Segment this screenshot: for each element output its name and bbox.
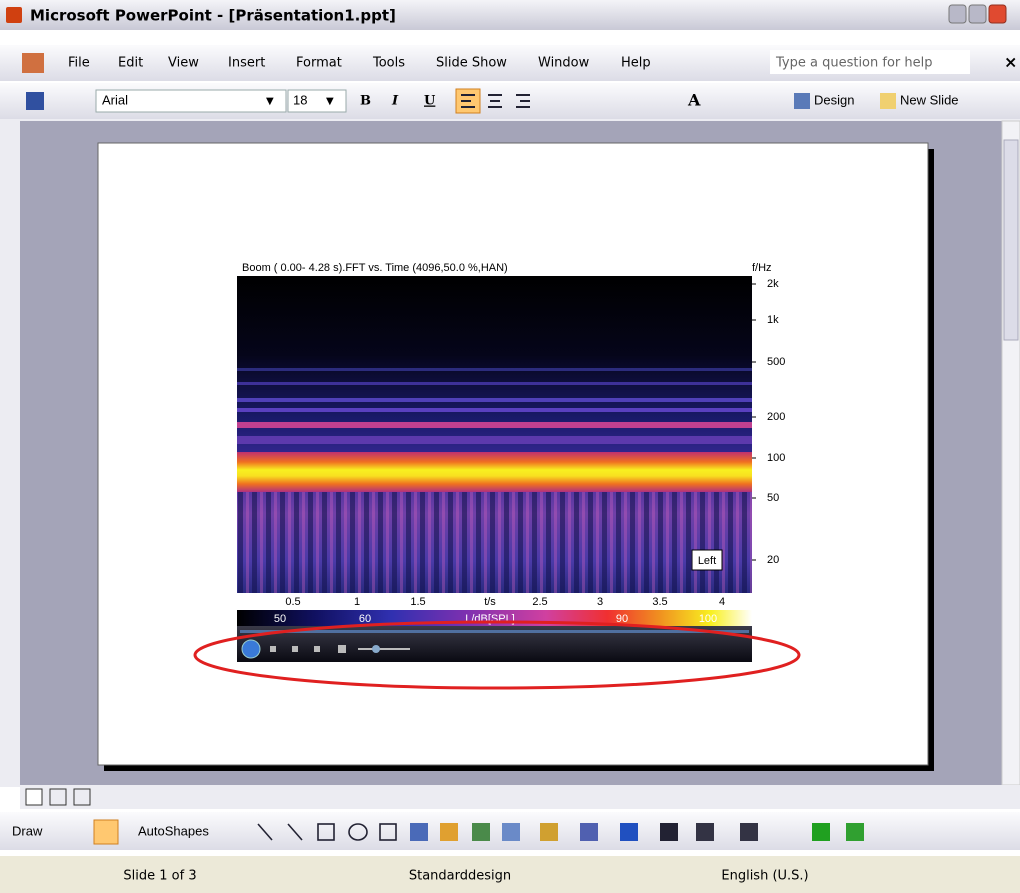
time-tick-label: 0.5 (285, 596, 300, 608)
volume-slider[interactable] (358, 648, 410, 650)
italic-button[interactable]: I (391, 94, 399, 109)
page: Microsoft PowerPoint - [Präsentation1.pp… (0, 0, 1020, 893)
design-icon (794, 93, 810, 109)
frequency-tick-label: 2k (767, 278, 779, 290)
channel-label: Left (698, 555, 716, 567)
dropdown-arrow: ▼ (326, 96, 334, 107)
help-box-text: Type a question for help (775, 56, 933, 71)
menu-item[interactable]: Format (296, 56, 342, 71)
document-icon (22, 53, 44, 73)
select-tool[interactable] (94, 820, 118, 844)
frequency-tick-label: 200 (767, 411, 785, 423)
menu-item[interactable]: Tools (372, 56, 405, 71)
autoshapes-menu[interactable]: AutoShapes (138, 823, 209, 838)
frequency-tick-label: 50 (767, 492, 779, 504)
menu-item[interactable]: Help (621, 56, 651, 71)
menu-item[interactable]: Window (538, 56, 590, 71)
minimize-button[interactable] (949, 5, 966, 23)
underline-button[interactable]: U (424, 94, 436, 109)
scroll-thumb[interactable] (1004, 140, 1018, 340)
design-name: Standarddesign (409, 869, 511, 884)
font-name: Arial (102, 92, 128, 107)
spectrogram-title: Boom ( 0.00- 4.28 s).FFT vs. Time (4096,… (242, 262, 508, 274)
app-icon (6, 7, 22, 23)
previous-button[interactable] (292, 646, 298, 652)
frequency-tick-label: 500 (767, 356, 785, 368)
new-slide-button[interactable]: New Slide (900, 92, 959, 107)
colorbar-label: 100 (699, 613, 717, 625)
colorbar-label: 50 (274, 613, 286, 625)
time-tick-label: 3.5 (652, 596, 667, 608)
time-tick-label: 4 (719, 596, 725, 608)
time-tick-label: 2.5 (532, 596, 547, 608)
menu-item[interactable]: View (168, 56, 199, 71)
menu-item[interactable]: File (68, 56, 90, 71)
dropdown-arrow: ▼ (266, 96, 274, 107)
time-tick-label: 1 (354, 596, 360, 608)
time-tick-label: t/s (484, 596, 496, 608)
frequency-tick-label: 1k (767, 314, 779, 326)
menu-item[interactable]: Edit (118, 56, 143, 71)
volume-thumb[interactable] (372, 645, 380, 653)
stop-button[interactable] (270, 646, 276, 652)
new-slide-icon (880, 93, 896, 109)
colorbar-label: 60 (359, 613, 371, 625)
bold-button[interactable]: B (360, 94, 371, 109)
font-size: 18 (293, 92, 307, 107)
play-button[interactable] (242, 640, 260, 658)
menu-item[interactable]: Slide Show (436, 56, 507, 71)
design-button[interactable]: Design (814, 92, 854, 107)
frequency-tick-label: 100 (767, 452, 785, 464)
window-title: Microsoft PowerPoint - [Präsentation1.pp… (30, 7, 396, 25)
close-document[interactable]: × (1004, 53, 1017, 72)
language: English (U.S.) (721, 869, 808, 884)
draw-menu[interactable]: Draw (12, 823, 43, 838)
frequency-tick-label: 20 (767, 554, 779, 566)
normal-view-button[interactable] (26, 789, 42, 805)
time-tick-label: 3 (597, 596, 603, 608)
spectrogram-noise (237, 480, 752, 593)
maximize-button[interactable] (969, 5, 986, 23)
save-button[interactable] (26, 92, 44, 110)
seek-bar[interactable] (240, 630, 749, 633)
grow-font-button[interactable]: A (687, 91, 701, 110)
mute-button[interactable] (338, 645, 346, 653)
close-button[interactable] (989, 5, 1006, 23)
powerpoint-window: Microsoft PowerPoint - [Präsentation1.pp… (0, 0, 1020, 893)
time-tick-label: 1.5 (410, 596, 425, 608)
slide-counter: Slide 1 of 3 (123, 869, 196, 884)
frequency-axis-label: f/Hz (752, 262, 772, 274)
colorbar-label: 90 (616, 613, 628, 625)
menu-item[interactable]: Insert (228, 56, 265, 71)
view-bar (20, 785, 1020, 809)
next-button[interactable] (314, 646, 320, 652)
